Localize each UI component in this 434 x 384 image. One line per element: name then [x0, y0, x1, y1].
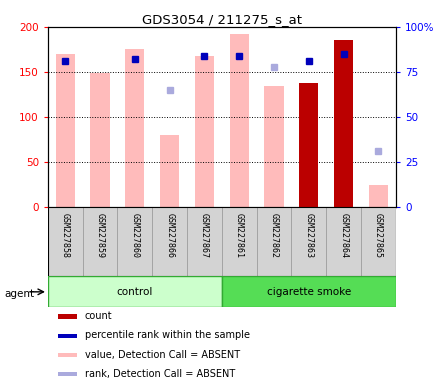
Bar	[368, 185, 387, 207]
FancyBboxPatch shape	[57, 314, 76, 319]
Bar	[194, 56, 214, 207]
Text: control: control	[116, 287, 153, 297]
Bar	[229, 34, 248, 207]
Bar	[125, 50, 144, 207]
Bar	[221, 207, 256, 276]
Bar	[264, 86, 283, 207]
Text: GSM227864: GSM227864	[339, 213, 347, 258]
FancyBboxPatch shape	[57, 333, 76, 338]
Bar	[82, 207, 117, 276]
FancyBboxPatch shape	[57, 372, 76, 376]
Bar	[160, 135, 179, 207]
Bar	[291, 207, 326, 276]
Text: GSM227858: GSM227858	[61, 213, 69, 258]
Text: GSM227865: GSM227865	[373, 213, 382, 258]
Bar	[56, 54, 75, 207]
Bar	[299, 83, 318, 207]
Bar	[90, 73, 109, 207]
Bar	[48, 207, 82, 276]
FancyBboxPatch shape	[57, 353, 76, 357]
Bar	[333, 40, 352, 207]
Text: percentile rank within the sample: percentile rank within the sample	[85, 330, 249, 340]
Bar	[187, 207, 221, 276]
Title: GDS3054 / 211275_s_at: GDS3054 / 211275_s_at	[141, 13, 301, 26]
Bar	[326, 207, 360, 276]
Bar	[48, 276, 221, 307]
Bar	[152, 207, 187, 276]
Text: agent: agent	[4, 289, 34, 299]
Text: GSM227861: GSM227861	[234, 213, 243, 258]
Text: count: count	[85, 311, 112, 321]
Text: rank, Detection Call = ABSENT: rank, Detection Call = ABSENT	[85, 369, 234, 379]
Text: GSM227862: GSM227862	[269, 213, 278, 258]
Text: GSM227866: GSM227866	[165, 213, 174, 258]
Text: GSM227859: GSM227859	[95, 213, 104, 258]
Bar	[221, 276, 395, 307]
Bar	[256, 207, 291, 276]
Text: GSM227860: GSM227860	[130, 213, 139, 258]
Bar	[360, 207, 395, 276]
Text: GSM227867: GSM227867	[200, 213, 208, 258]
Text: GSM227863: GSM227863	[304, 213, 312, 258]
Text: cigarette smoke: cigarette smoke	[266, 287, 350, 297]
Bar	[117, 207, 152, 276]
Text: value, Detection Call = ABSENT: value, Detection Call = ABSENT	[85, 349, 239, 359]
